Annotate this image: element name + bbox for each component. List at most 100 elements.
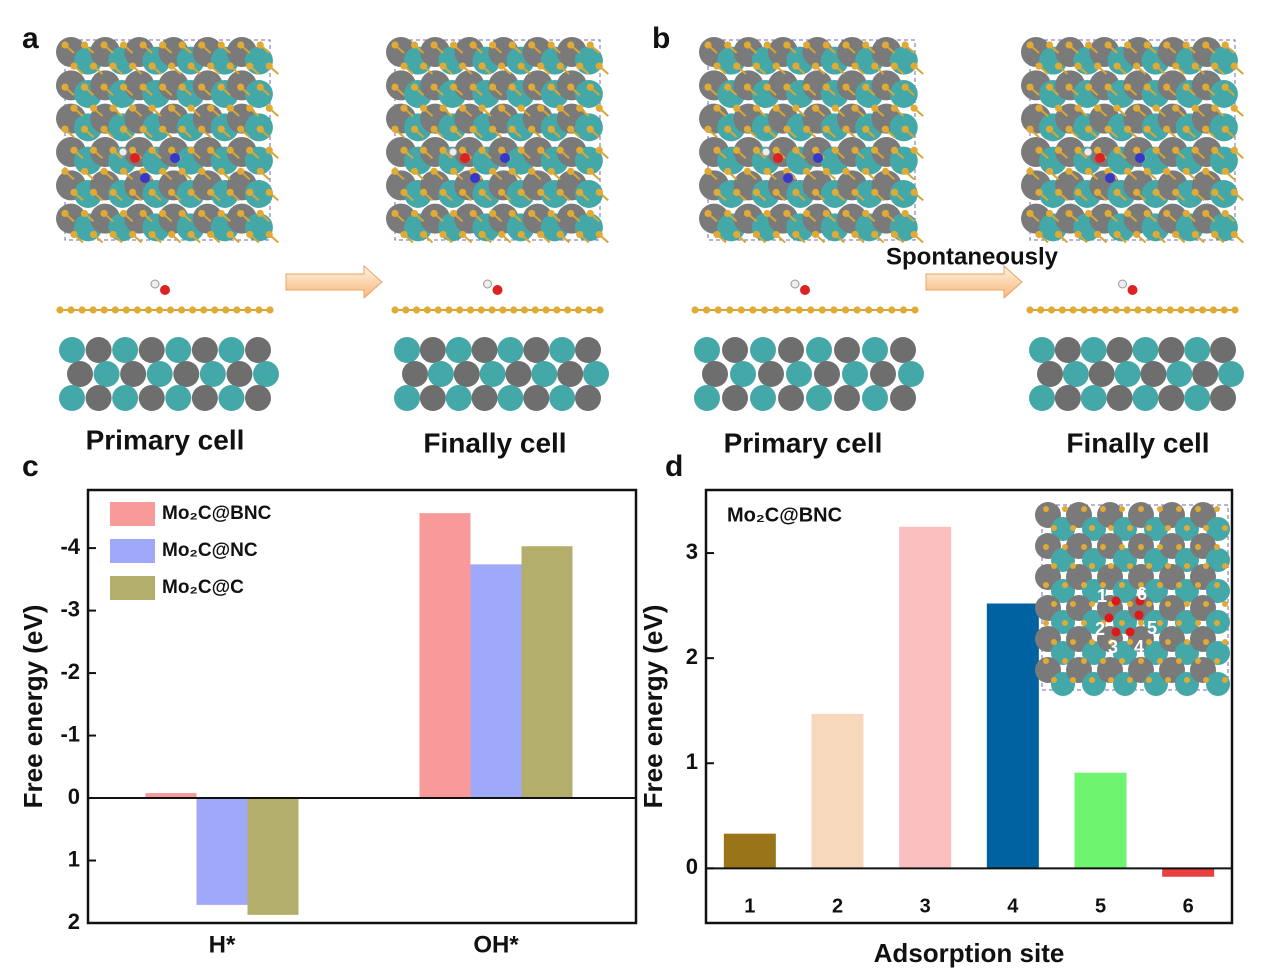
slab-atom	[862, 337, 888, 363]
graphene-atom	[1051, 525, 1057, 531]
graphene-atom	[1065, 209, 1073, 218]
graphene-atom	[531, 306, 539, 314]
graphene-atom	[1051, 639, 1057, 645]
graphene-atom	[1123, 306, 1131, 314]
slab-atom	[834, 337, 860, 363]
graphene-atom	[795, 306, 803, 314]
slab-atom	[1218, 361, 1244, 387]
graphene-atom	[1191, 104, 1199, 112]
graphene-atom	[1093, 230, 1102, 239]
graphene-atom	[256, 125, 264, 133]
graphene-atom	[586, 167, 594, 175]
graphene-atom	[458, 104, 467, 112]
graphene-atom	[1065, 41, 1073, 49]
x-tick-label: 3	[920, 895, 931, 917]
graphene-atom	[890, 104, 899, 112]
graphene-atom	[1203, 677, 1209, 683]
graphene-atom	[862, 83, 870, 91]
graphene-atom	[1138, 544, 1144, 550]
slab-atom	[1054, 337, 1081, 363]
graphene-atom	[1119, 658, 1125, 664]
n-atom	[783, 173, 793, 183]
graphene-atom	[724, 209, 732, 218]
graphene-atom	[187, 104, 195, 112]
graphene-atom	[1202, 209, 1210, 218]
graphene-atom	[1166, 306, 1174, 314]
o-atom	[800, 285, 810, 295]
graphene-atom	[458, 62, 467, 70]
x-tick-label: 6	[1183, 895, 1194, 917]
graphene-atom	[430, 209, 438, 218]
graphene-atom	[89, 104, 98, 112]
bar	[196, 798, 248, 905]
graphene-atom	[517, 188, 525, 196]
graphene-atom	[822, 83, 830, 91]
graphene-atom	[1146, 677, 1152, 683]
graphene-atom	[430, 167, 438, 175]
graphene-atom	[217, 209, 225, 218]
slab-atom	[1054, 385, 1081, 411]
graphene-atom	[237, 83, 245, 91]
graphene-atom	[168, 104, 176, 112]
graphene-atom	[763, 209, 771, 218]
graphene-atom	[168, 188, 176, 196]
graphene-atom	[888, 306, 896, 314]
graphene-atom	[256, 41, 264, 49]
graphene-atom	[1100, 506, 1106, 512]
graphene-atom	[851, 62, 859, 70]
graphene-atom	[1124, 125, 1132, 133]
slab-atom	[165, 385, 192, 411]
graphene-atom	[1138, 658, 1144, 664]
x-axis-label: Adsorption site	[874, 938, 1065, 968]
graphene-atom	[752, 146, 761, 154]
graphene-atom	[910, 188, 918, 196]
graphene-atom	[831, 62, 839, 70]
y-tick-label: 3	[686, 539, 698, 564]
slab-atom	[862, 385, 888, 411]
graphene-atom	[752, 62, 761, 70]
graphene-atom	[586, 41, 594, 49]
slab-atom	[93, 361, 120, 387]
graphene-atom	[1230, 146, 1238, 154]
graphene-atom	[1119, 620, 1125, 626]
graphene-atom	[419, 146, 428, 154]
graphene-atom	[510, 306, 518, 314]
graphene-atom	[478, 146, 486, 154]
graphene-atom	[1084, 167, 1093, 175]
graphene-atom	[547, 209, 555, 218]
graphene-atom	[1054, 146, 1063, 154]
graphene-atom	[772, 146, 780, 154]
y-tick-label: 1	[686, 749, 698, 774]
graphene-atom	[1108, 563, 1114, 569]
slab-atom	[1210, 337, 1236, 363]
graphene-atom	[265, 104, 273, 112]
graphene-atom	[391, 167, 399, 175]
graphene-atom	[109, 230, 117, 239]
c-atom	[574, 180, 603, 208]
site-dot	[1125, 627, 1135, 637]
graphene-atom	[1104, 209, 1112, 218]
graphene-atom	[724, 83, 732, 91]
graphene-atom	[1080, 306, 1088, 314]
graphene-atom	[802, 209, 811, 218]
graphene-atom	[122, 306, 130, 314]
graphene-atom	[1199, 306, 1207, 314]
graphene-atom	[890, 230, 899, 239]
graphene-atom	[111, 306, 119, 314]
graphene-atom	[822, 167, 830, 175]
graphene-atom	[1113, 104, 1121, 112]
graphene-atom	[1221, 41, 1229, 49]
graphene-atom	[901, 125, 909, 133]
graphene-atom	[1152, 146, 1160, 154]
x-tick-label: 1	[744, 895, 755, 917]
graphene-atom	[1184, 563, 1190, 569]
c-atom	[574, 146, 603, 175]
graphene-atom	[784, 306, 792, 314]
h-atom	[1083, 147, 1093, 157]
slab-atom	[253, 361, 279, 387]
site-dot	[1111, 627, 1121, 637]
graphene-atom	[1214, 544, 1220, 550]
graphene-atom	[1152, 188, 1160, 196]
graphene-atom	[1143, 125, 1151, 133]
graphene-atom	[1089, 601, 1095, 607]
